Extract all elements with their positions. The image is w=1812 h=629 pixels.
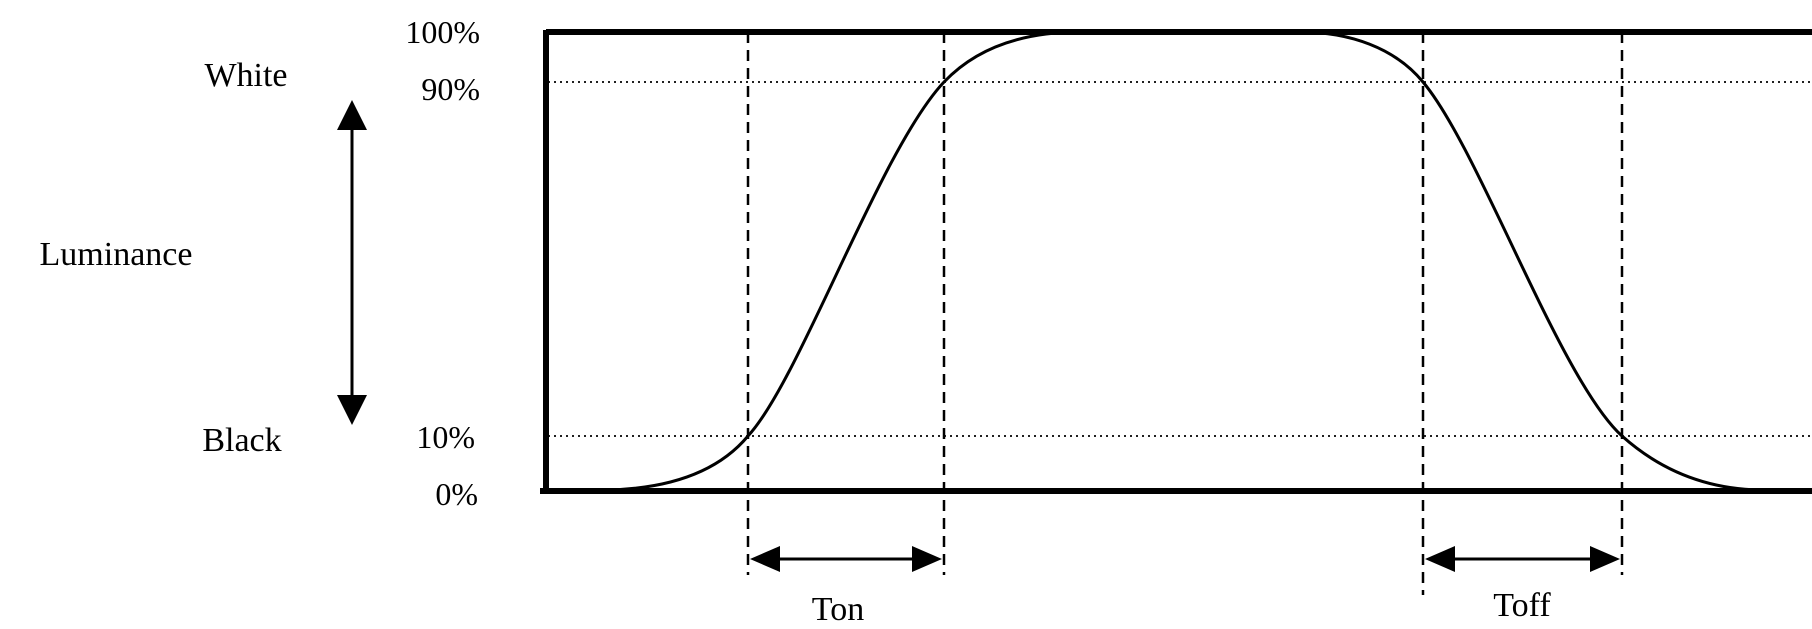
plot-frame — [540, 29, 1812, 494]
tick-0-percent: 0% — [435, 476, 478, 512]
toff-double-arrow — [1425, 546, 1620, 572]
black-label: Black — [202, 422, 281, 459]
luminance-double-arrow — [337, 100, 367, 425]
white-label: White — [204, 57, 287, 94]
tick-10-percent: 10% — [416, 419, 475, 455]
luminance-response-curve — [607, 30, 1761, 492]
ton-label: Ton — [812, 591, 864, 628]
tick-90-percent: 90% — [421, 71, 480, 107]
toff-label: Toff — [1493, 587, 1551, 624]
tick-100-percent: 100% — [405, 14, 480, 50]
luminance-label: Luminance — [40, 236, 193, 273]
ton-double-arrow — [750, 546, 942, 572]
